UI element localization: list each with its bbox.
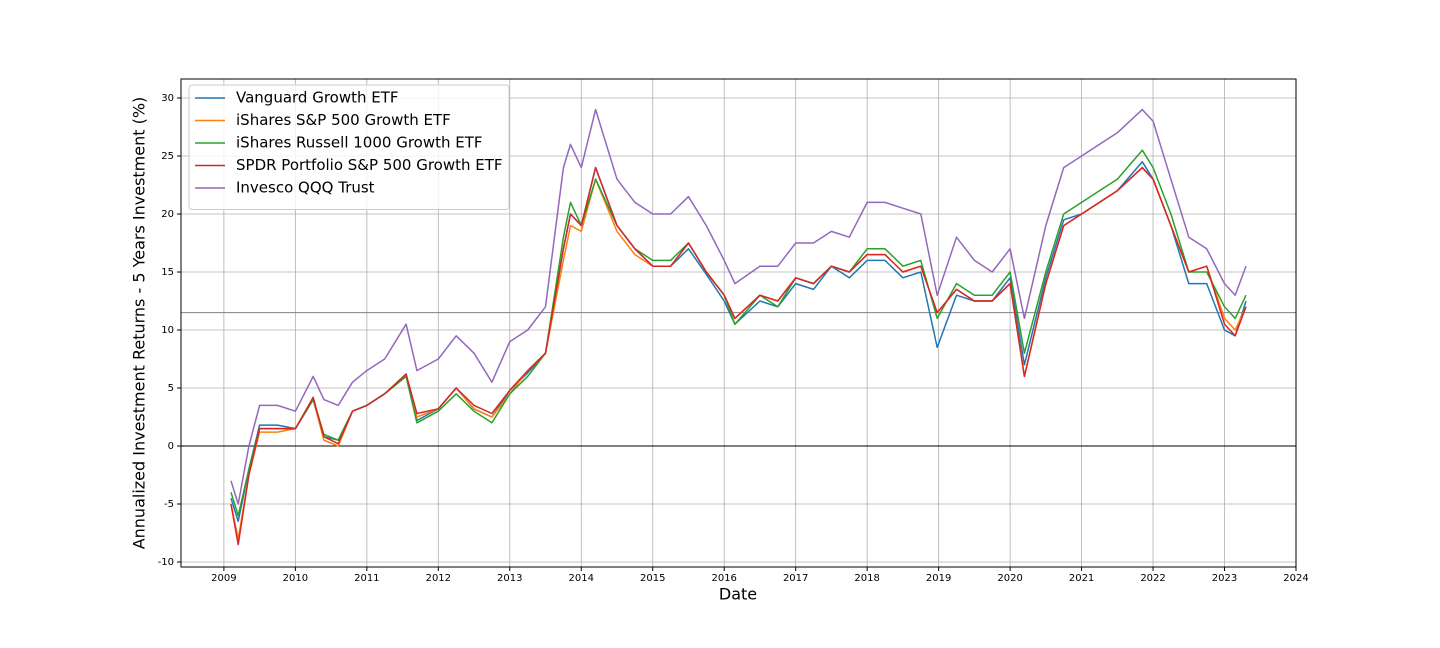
x-tick-label: 2020 <box>997 573 1022 584</box>
y-tick-label: 10 <box>161 325 174 336</box>
legend-box <box>188 84 510 210</box>
x-tick-label: 2014 <box>569 573 594 584</box>
plot-frame <box>180 78 1297 568</box>
y-tick-label: 20 <box>161 209 174 220</box>
legend-label: iShares S&P 500 Growth ETF <box>236 111 451 129</box>
legend-label: iShares Russell 1000 Growth ETF <box>236 134 483 152</box>
y-tick-label: 30 <box>161 93 174 104</box>
legend-label: Invesco QQQ Trust <box>236 179 375 197</box>
y-tick-label: 25 <box>161 151 174 162</box>
x-tick-label: 2010 <box>283 573 308 584</box>
x-tick-label: 2015 <box>640 573 665 584</box>
legend-label: SPDR Portfolio S&P 500 Growth ETF <box>236 156 503 174</box>
x-tick-label: 2017 <box>783 573 808 584</box>
x-tick-label: 2021 <box>1069 573 1094 584</box>
y-tick-label: -5 <box>164 499 174 510</box>
x-tick-label: 2012 <box>426 573 451 584</box>
x-tick-label: 2011 <box>354 573 379 584</box>
x-tick-label: 2024 <box>1283 573 1308 584</box>
y-tick-label: -10 <box>158 557 174 568</box>
x-tick-label: 2016 <box>711 573 736 584</box>
series-line <box>230 161 1247 523</box>
x-tick-label: 2013 <box>497 573 522 584</box>
x-tick-label: 2023 <box>1212 573 1237 584</box>
series-line <box>230 108 1247 505</box>
y-tick-label: 5 <box>168 383 174 394</box>
x-tick-label: 2019 <box>926 573 951 584</box>
y-tick-label: 15 <box>161 267 174 278</box>
legend-label: Vanguard Growth ETF <box>236 89 399 107</box>
x-axis-label: Date <box>719 585 757 604</box>
series-line <box>230 166 1247 546</box>
y-tick-label: 0 <box>168 441 174 452</box>
y-axis-label: Annualized Investment Returns - 5 Years … <box>130 97 149 550</box>
x-tick-label: 2018 <box>854 573 879 584</box>
x-tick-label: 2022 <box>1140 573 1165 584</box>
x-tick-label: 2009 <box>211 573 236 584</box>
series-line <box>230 166 1247 540</box>
